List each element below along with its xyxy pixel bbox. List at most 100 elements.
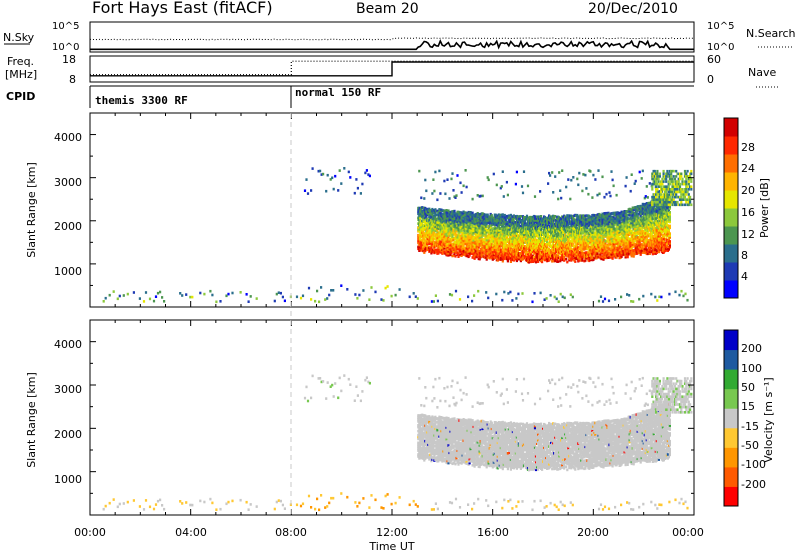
power-cell	[473, 214, 475, 217]
power-cell	[539, 190, 541, 193]
power-cell	[477, 194, 479, 197]
power-cell	[589, 216, 591, 219]
power-cell	[569, 198, 571, 201]
power-cell	[507, 194, 509, 197]
power-cell	[646, 185, 648, 188]
power-cell	[446, 178, 448, 181]
power-cell	[453, 241, 455, 244]
noise-search-line	[90, 38, 694, 40]
power-cell	[530, 251, 532, 254]
power-cell	[495, 227, 497, 230]
power-cell	[645, 195, 647, 198]
power-cell	[515, 183, 517, 186]
power-cell	[616, 194, 618, 197]
power-cell	[540, 215, 542, 218]
power-cell	[566, 261, 568, 264]
power-cell	[502, 170, 504, 173]
power-cell	[557, 260, 559, 263]
power-cell	[445, 209, 447, 212]
power-cell	[463, 185, 465, 188]
power-cell	[551, 260, 553, 263]
power-cell	[560, 197, 562, 200]
power-cell	[613, 185, 615, 188]
noise-right-label: N.Search	[746, 27, 796, 40]
power-cell	[630, 190, 632, 193]
power-cell	[516, 171, 518, 174]
power-data	[103, 167, 693, 303]
power-cell	[435, 218, 437, 221]
power-cell	[443, 180, 445, 183]
freq-label-line2: [MHz]	[5, 68, 37, 81]
power-cell	[453, 210, 455, 213]
beam-label: Beam 20	[356, 1, 419, 17]
power-cell	[578, 172, 580, 175]
power-cell	[463, 211, 465, 214]
power-cell	[572, 243, 574, 246]
power-cell	[605, 193, 607, 196]
power-cell	[627, 217, 629, 220]
power-cell	[436, 199, 438, 202]
power-cell	[424, 179, 426, 182]
power-cell	[589, 170, 591, 173]
power-cell	[628, 237, 630, 240]
cpid-panel: CPID themis 3300 RF normal 150 RF	[6, 86, 694, 108]
power-cell	[521, 185, 523, 188]
power-cell	[432, 178, 434, 181]
power-cell	[574, 260, 576, 263]
power-cell	[502, 213, 504, 216]
power-cell	[425, 190, 427, 193]
power-cell	[522, 192, 524, 195]
power-cell	[495, 214, 497, 217]
power-cell	[634, 182, 636, 185]
power-cell	[456, 174, 458, 177]
power-cell	[600, 225, 602, 228]
power-cell	[466, 186, 468, 189]
power-cell	[614, 237, 616, 240]
power-cell	[452, 189, 454, 192]
power-cell	[470, 211, 472, 214]
power-cell	[488, 179, 490, 182]
station-title: Fort Hays East (fitACF)	[92, 0, 273, 17]
power-cell	[459, 182, 461, 185]
power-cell	[472, 198, 474, 201]
noise-sky-line	[90, 41, 694, 49]
power-cell	[418, 170, 420, 173]
power-cell	[501, 185, 503, 188]
power-cell	[631, 173, 633, 176]
power-cell	[548, 172, 550, 175]
power-cell	[581, 190, 583, 193]
noise-left-label: N.Sky	[3, 31, 35, 44]
power-cell	[450, 178, 452, 181]
cpid-segment-1: themis 3300 RF	[95, 94, 188, 107]
power-cell	[626, 214, 628, 217]
freq-tick-top: 18	[62, 53, 76, 66]
power-cell	[496, 184, 498, 187]
frequency-panel: Freq. [MHz] 18 8 60 0 Nave	[5, 53, 780, 87]
power-cell	[639, 171, 641, 174]
power-cell	[612, 179, 614, 182]
power-cell	[557, 198, 559, 201]
power-cell	[439, 240, 441, 243]
power-cell	[444, 193, 446, 196]
power-cell	[504, 214, 506, 217]
power-cell	[534, 195, 536, 198]
power-cell	[431, 192, 433, 195]
power-cell	[577, 215, 579, 218]
power-cell	[554, 175, 556, 178]
noise-left-tick-top: 10^5	[52, 21, 79, 32]
power-cell	[506, 181, 508, 184]
freq-solid-line	[90, 62, 694, 76]
power-cell	[597, 169, 599, 172]
power-cell	[561, 169, 563, 172]
noise-panel-frame	[90, 22, 694, 52]
power-cell	[455, 194, 457, 197]
power-cell	[596, 194, 598, 197]
power-cell	[503, 195, 505, 198]
power-cell	[577, 184, 579, 187]
power-cell	[590, 250, 592, 253]
power-cell	[551, 171, 553, 174]
power-cell	[641, 177, 643, 180]
cpid-label: CPID	[6, 90, 35, 103]
power-cell	[423, 197, 425, 200]
